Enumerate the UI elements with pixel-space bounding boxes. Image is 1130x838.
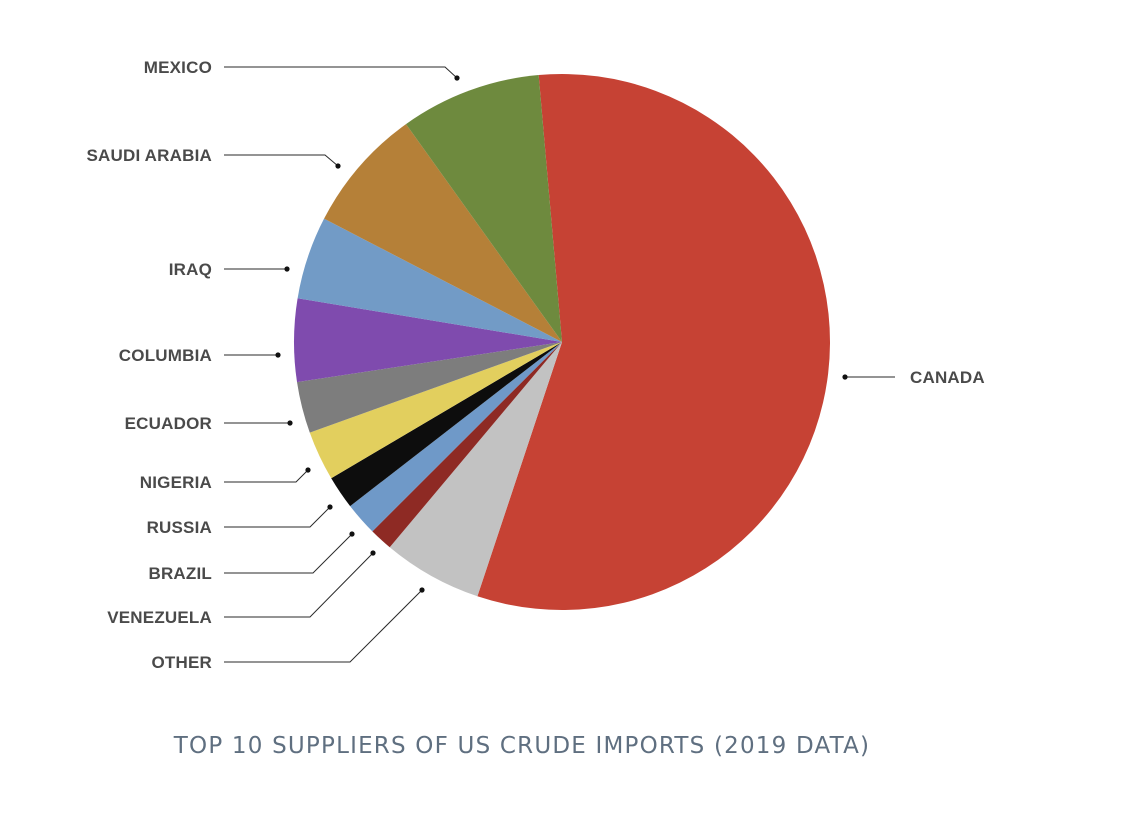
label-leaders bbox=[224, 66, 895, 663]
leader-dot-mexico bbox=[454, 75, 460, 81]
pie-slice-canada bbox=[477, 73, 831, 610]
leader-line-venezuela bbox=[224, 552, 374, 618]
slice-label-other: OTHER bbox=[152, 653, 213, 672]
leader-line-saudi-arabia bbox=[224, 154, 339, 167]
slice-labels: CANADA OTHER VENEZUELA BRAZIL RUSSIA NIGERIA E… bbox=[87, 58, 985, 672]
leader-line-other bbox=[224, 589, 423, 663]
pie-slice-mexico bbox=[405, 75, 562, 343]
chart-title: TOP 10 SUPPLIERS OF US CRUDE IMPORTS (20… bbox=[173, 733, 870, 759]
pie-slice-iraq bbox=[297, 218, 562, 342]
leader-dot-venezuela bbox=[370, 550, 376, 556]
pie-slices bbox=[293, 73, 831, 610]
slice-label-saudi-arabia: SAUDI ARABIA bbox=[87, 146, 213, 165]
leader-dot-iraq bbox=[284, 266, 290, 272]
leader-line-mexico bbox=[224, 66, 458, 79]
leader-dot-canada bbox=[842, 374, 848, 380]
leader-dot-brazil bbox=[349, 531, 355, 537]
slice-label-columbia: COLUMBIA bbox=[119, 346, 212, 365]
pie-slice-brazil bbox=[350, 342, 562, 532]
pie-slice-saudi-arabia bbox=[324, 124, 562, 342]
slice-label-russia: RUSSIA bbox=[147, 518, 212, 537]
slice-label-venezuela: VENEZUELA bbox=[107, 608, 212, 627]
pie-slice-russia bbox=[331, 342, 562, 507]
leader-dot-ecuador bbox=[287, 420, 293, 426]
slice-label-mexico: MEXICO bbox=[144, 58, 212, 77]
slice-label-brazil: BRAZIL bbox=[148, 564, 212, 583]
pie-slice-other bbox=[389, 342, 562, 597]
leader-line-nigeria bbox=[224, 469, 309, 483]
leader-dot-russia bbox=[327, 504, 333, 510]
leader-line-brazil bbox=[224, 533, 353, 574]
pie-slice-columbia bbox=[293, 298, 562, 383]
slice-label-canada: CANADA bbox=[910, 368, 985, 387]
leader-dot-nigeria bbox=[305, 467, 311, 473]
leader-line-russia bbox=[224, 506, 331, 528]
pie-slice-venezuela bbox=[372, 342, 562, 548]
slice-label-iraq: IRAQ bbox=[169, 260, 212, 279]
slice-label-ecuador: ECUADOR bbox=[125, 414, 212, 433]
leader-dot-saudi-arabia bbox=[335, 163, 341, 169]
leader-dot-columbia bbox=[275, 352, 281, 358]
pie-slice-ecuador bbox=[297, 342, 562, 433]
leader-dot-other bbox=[419, 587, 425, 593]
slice-label-nigeria: NIGERIA bbox=[140, 473, 212, 492]
pie-slice-nigeria bbox=[309, 342, 562, 479]
